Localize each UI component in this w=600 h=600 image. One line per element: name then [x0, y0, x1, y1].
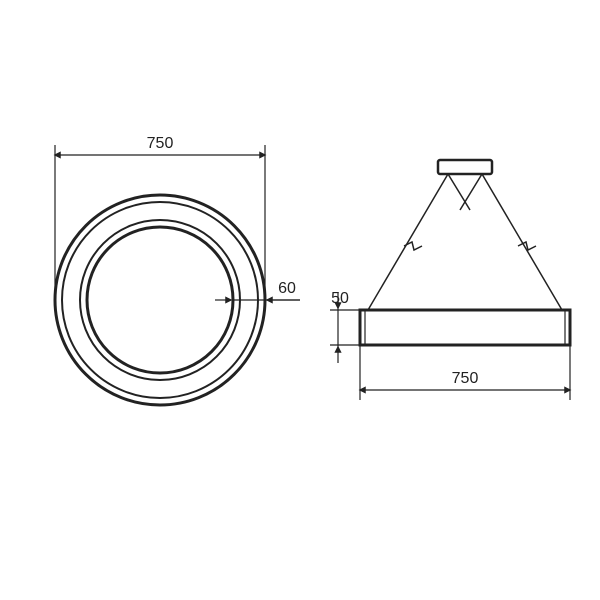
plan-ring-width-label: 60	[278, 280, 296, 297]
side-width-label: 750	[452, 370, 479, 387]
plan-diameter-label: 750	[147, 135, 174, 152]
side-height-label: 50	[331, 290, 349, 307]
side-view: 50 750	[330, 160, 570, 400]
plan-view: 750 60	[55, 135, 300, 405]
technical-drawing: 750 60	[0, 0, 600, 600]
